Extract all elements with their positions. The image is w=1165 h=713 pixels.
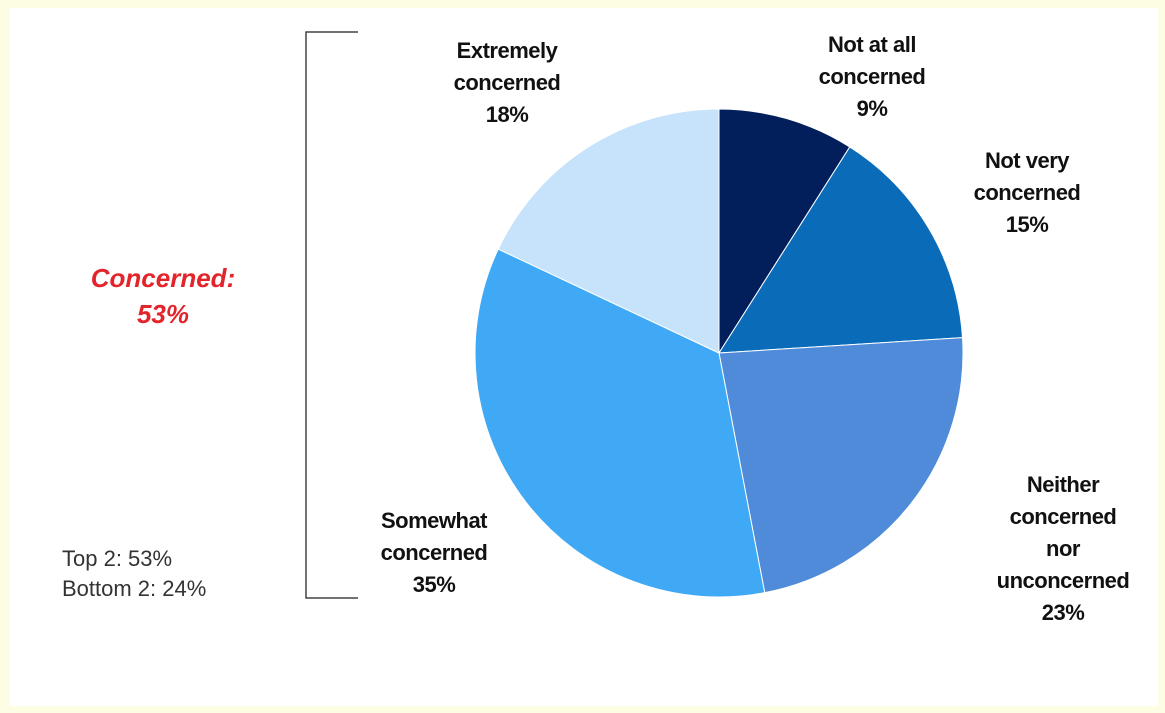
slice-label-0: Not at all concerned 9%	[819, 32, 926, 121]
slice-labels: Not at all concerned 9% Not very concerned 15…	[381, 32, 1130, 625]
slice-value-1: 15%	[1006, 212, 1049, 237]
slice-label-line: unconcerned	[997, 568, 1130, 593]
bottom2-stat: Bottom 2: 24%	[62, 576, 207, 601]
slice-value-2: 23%	[1042, 600, 1085, 625]
pie-slice-0	[718, 108, 851, 355]
concerned-value: 53%	[136, 299, 190, 329]
pie-slice-1	[718, 146, 964, 354]
slice-label-line: Neither	[1027, 472, 1100, 497]
slice-label-line: Extremely	[457, 38, 559, 63]
slice-value-4: 18%	[486, 102, 529, 127]
slice-value-3: 35%	[413, 572, 456, 597]
slice-label-4: Extremely concerned 18%	[454, 38, 561, 127]
pie-slices	[474, 108, 964, 598]
concerned-annotation: Concerned: 53%	[68, 260, 258, 332]
slice-label-line: Not very	[985, 148, 1070, 173]
slice-label-line: concerned	[974, 180, 1081, 205]
slice-label-line: concerned	[454, 70, 561, 95]
pie-slice-2	[718, 337, 964, 594]
concerned-label: Concerned:	[90, 263, 236, 293]
slice-label-line: Not at all	[828, 32, 916, 57]
slice-label-3: Somewhat concerned 35%	[381, 508, 489, 597]
slice-label-2: Neither concerned nor unconcerned 23%	[997, 472, 1130, 625]
slice-label-1: Not very concerned 15%	[974, 148, 1081, 237]
concerned-bracket	[305, 31, 358, 599]
summary-stats: Top 2: 53% Bottom 2: 24%	[62, 544, 206, 604]
pie-chart: Not at all concerned 9% Not very concerned 15…	[305, 31, 1130, 625]
slice-label-line: nor	[1046, 536, 1081, 561]
pie-slice-4	[497, 108, 720, 354]
slice-label-line: concerned	[381, 540, 488, 565]
slice-label-line: Somewhat	[381, 508, 488, 533]
top2-stat: Top 2: 53%	[62, 546, 173, 571]
pie-slice-3	[474, 248, 766, 598]
slice-label-line: concerned	[819, 64, 926, 89]
slice-label-line: concerned	[1010, 504, 1117, 529]
chart-panel: Not at all concerned 9% Not very concerned 15…	[10, 8, 1158, 706]
slice-value-0: 9%	[857, 96, 888, 121]
